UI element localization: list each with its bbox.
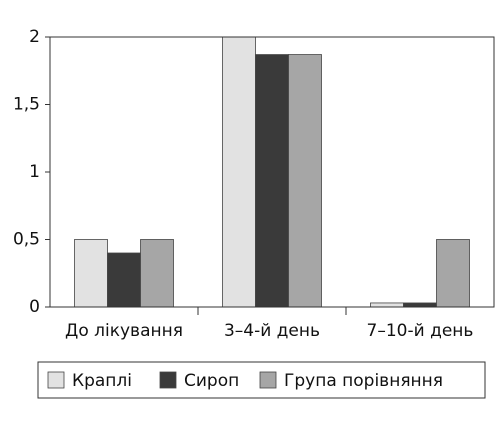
bar <box>255 54 289 308</box>
legend-swatch <box>259 371 277 389</box>
legend-swatch <box>159 371 177 389</box>
bar <box>74 239 108 308</box>
y-tick-label: 1,5 <box>13 95 40 115</box>
legend-label: Краплі <box>72 371 132 391</box>
legend-swatch <box>47 371 65 389</box>
bar <box>107 252 141 308</box>
bar <box>436 239 470 308</box>
y-tick-label: 0 <box>29 297 40 317</box>
legend-box <box>37 361 486 399</box>
plot-frame <box>49 36 495 308</box>
legend-label: Сироп <box>184 371 239 391</box>
y-tick-label: 0,5 <box>13 230 40 250</box>
x-tick-label: До лікування <box>65 321 183 341</box>
x-tick-label: 3–4-й день <box>224 321 320 341</box>
bar <box>140 239 174 308</box>
bar <box>403 302 437 308</box>
legend-label: Група порівняння <box>284 371 443 391</box>
y-tick-label: 2 <box>29 27 40 47</box>
y-tick-label: 1 <box>29 162 40 182</box>
bar <box>222 36 256 308</box>
x-tick-label: 7–10-й день <box>367 321 474 341</box>
bar <box>288 54 322 308</box>
bar <box>370 302 404 308</box>
